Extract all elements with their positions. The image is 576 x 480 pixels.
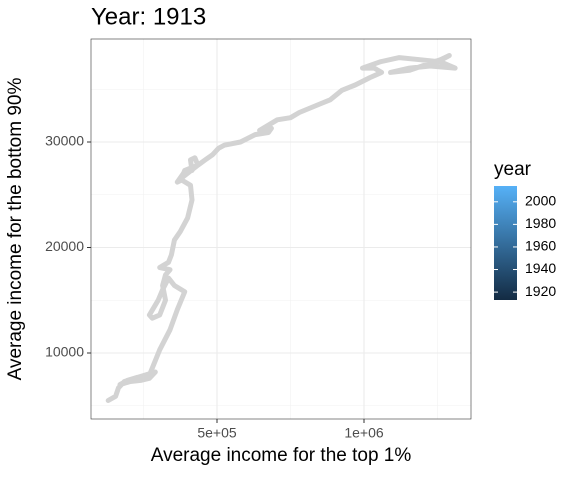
panel-border	[90, 38, 472, 420]
colorbar-label: 2000	[525, 193, 556, 209]
data-line	[105, 53, 458, 403]
colorbar-label: 1960	[525, 238, 556, 254]
chart-title: Year: 1913	[91, 3, 206, 30]
colorbar-label: 1920	[525, 283, 556, 299]
x-tick-label: 1e+06	[344, 425, 384, 441]
y-tick-label: 30000	[45, 133, 84, 149]
legend-title: year	[494, 159, 532, 180]
x-axis-title: Average income for the top 1%	[151, 445, 412, 466]
colorbar-label: 1940	[525, 260, 556, 276]
colorbar	[494, 186, 517, 300]
y-tick-label: 20000	[45, 238, 84, 254]
y-axis-title: Average income for the bottom 90%	[5, 78, 26, 381]
colorbar-label: 1980	[525, 215, 556, 231]
y-tick-label: 10000	[45, 344, 84, 360]
x-tick-label: 5e+05	[197, 425, 237, 441]
